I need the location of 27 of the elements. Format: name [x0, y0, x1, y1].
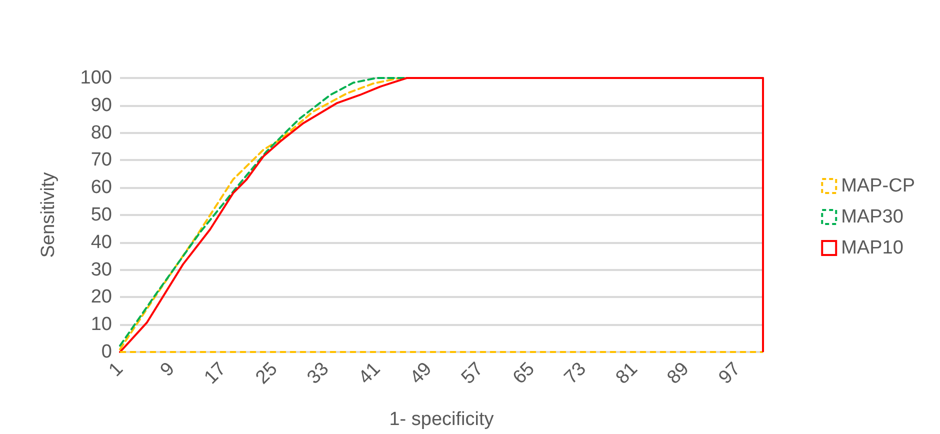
x-tick-label: 57: [458, 358, 488, 388]
y-tick-label: 100: [80, 68, 112, 88]
x-tick-label: 73: [560, 358, 590, 388]
y-tick-label: 60: [90, 177, 112, 198]
x-tick-label: 97: [714, 358, 745, 388]
legend-label: MAP-CP: [841, 176, 916, 196]
legend-label: MAP10: [841, 238, 904, 258]
x-tick-label: 9: [156, 358, 179, 381]
y-tick-label: 10: [90, 314, 112, 336]
x-axis-title: 1- specificity: [389, 409, 494, 430]
y-tick-label: 70: [90, 150, 112, 171]
y-axis-title: Sensitivity: [38, 172, 59, 258]
x-tick-label: 17: [200, 358, 230, 388]
x-tick-label: 33: [303, 358, 334, 388]
x-tick-label: 89: [663, 358, 694, 388]
y-tick-label: 90: [90, 94, 112, 116]
legend-label: MAP30: [841, 206, 904, 228]
x-tick-label: 81: [612, 358, 642, 388]
y-tick-label: 50: [90, 204, 112, 226]
x-tick-label: 25: [252, 358, 282, 388]
x-tick-label: 49: [406, 358, 436, 388]
x-tick-label: 41: [354, 358, 385, 388]
x-tick-label: 65: [509, 358, 539, 388]
y-tick-label: 20: [90, 286, 112, 308]
y-tick-label: 30: [90, 259, 112, 280]
y-tick-label: 40: [90, 232, 112, 253]
y-tick-label: 80: [90, 122, 112, 144]
